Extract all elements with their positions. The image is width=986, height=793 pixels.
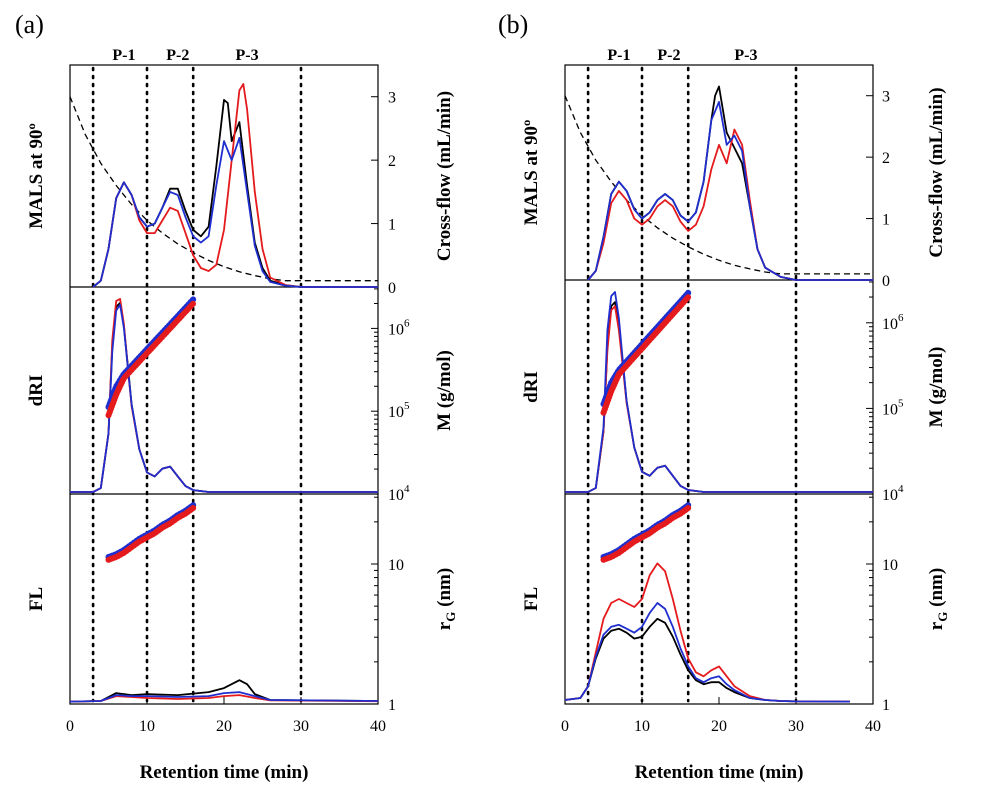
right-tick-label: 1 — [388, 697, 396, 714]
x-tick-label: 30 — [293, 718, 309, 735]
right-tick-label: 10 — [882, 557, 898, 574]
right-tick-label: 1 — [882, 697, 890, 714]
x-tick-label: 40 — [865, 718, 881, 735]
right-tick-label: 105 — [388, 400, 410, 421]
right-axis-label: M (g/mol) — [434, 350, 455, 431]
right-axis-label: rG (nm) — [926, 568, 950, 630]
right-tick-label: 0 — [388, 280, 396, 297]
region-label: P-1 — [112, 47, 135, 64]
right-tick-label: 106 — [882, 312, 904, 333]
panel-label: (a) — [15, 10, 44, 39]
x-tick-label: 10 — [634, 718, 650, 735]
radius-red — [105, 505, 197, 563]
subplot-fl: FL 1 10 rG (nm) — [521, 496, 950, 714]
radius-red — [600, 505, 692, 563]
x-tick-label: 30 — [788, 718, 804, 735]
subplot-mals: MALS at 90º 0 1 2 3 Cross-flow (mL/min) — [26, 83, 455, 297]
right-tick-label: 10 — [388, 557, 404, 574]
region-label: P-3 — [734, 47, 757, 64]
subplot-fl: FL 1 10 rG (nm) — [26, 496, 458, 714]
x-tick-label: 0 — [66, 718, 74, 735]
series-line-red — [92, 83, 378, 288]
right-tick-label: 105 — [882, 397, 904, 418]
series-line-blue — [92, 136, 378, 288]
right-axis-label: Cross-flow (mL/min) — [434, 91, 455, 261]
series-line-red — [587, 128, 873, 281]
crossflow-line — [69, 96, 378, 282]
crossflow-line — [564, 95, 873, 275]
x-tick-label: 20 — [711, 718, 727, 735]
x-axis-label: Retention time (min) — [140, 762, 309, 783]
x-axis-label: Retention time (min) — [635, 762, 804, 783]
left-axis-label: FL — [521, 587, 542, 611]
right-tick-label: 1 — [388, 217, 396, 234]
x-tick-label: 20 — [216, 718, 232, 735]
subplot-dri: dRI 104 105 106 M (g/mol) — [521, 281, 947, 504]
x-tick-label: 40 — [370, 718, 386, 735]
right-tick-label: 2 — [882, 150, 890, 167]
panel-label: (b) — [498, 10, 528, 39]
series-line-black — [69, 679, 379, 703]
right-axis-label: M (g/mol) — [926, 347, 947, 428]
right-tick-label: 3 — [388, 90, 396, 107]
molar-mass-red — [600, 294, 692, 416]
left-axis-label: FL — [26, 587, 47, 611]
right-tick-label: 3 — [882, 89, 890, 106]
right-tick-label: 104 — [882, 483, 904, 504]
series-line-blue — [564, 602, 850, 703]
left-axis-label: dRI — [521, 371, 542, 403]
right-axis-label: rG (nm) — [434, 568, 458, 630]
left-axis-label: MALS at 90º — [521, 120, 542, 226]
subplot-mals: MALS at 90º 0 1 2 3 Cross-flow (mL/min) — [521, 85, 947, 290]
x-tick-label: 10 — [139, 718, 155, 735]
region-label: P-1 — [607, 47, 630, 64]
series-line-red — [564, 562, 850, 703]
molar-mass-red — [105, 300, 197, 419]
series-line-blue — [69, 691, 379, 703]
x-tick-label: 0 — [561, 718, 569, 735]
right-tick-label: 1 — [882, 212, 890, 229]
left-axis-label: dRI — [26, 375, 47, 407]
region-label: P-2 — [166, 47, 189, 64]
region-label: P-3 — [236, 47, 259, 64]
right-tick-label: 0 — [882, 273, 890, 290]
right-tick-label: 104 — [388, 483, 410, 504]
region-label: P-2 — [657, 47, 680, 64]
right-tick-label: 2 — [388, 153, 396, 170]
left-axis-label: MALS at 90º — [26, 123, 47, 229]
series-line-blue — [587, 101, 873, 281]
right-tick-label: 106 — [388, 317, 410, 338]
subplot-dri: dRI 104 105 106 M (g/mol) — [26, 288, 455, 504]
series-line-black — [587, 85, 873, 281]
right-axis-label: Cross-flow (mL/min) — [926, 87, 947, 257]
